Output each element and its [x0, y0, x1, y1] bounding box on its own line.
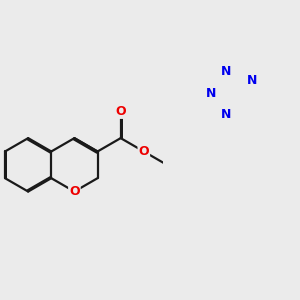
Text: N: N — [247, 74, 257, 86]
Text: O: O — [139, 145, 149, 158]
Text: O: O — [69, 185, 80, 198]
Text: O: O — [116, 105, 126, 118]
Text: N: N — [221, 109, 232, 122]
Text: N: N — [206, 87, 216, 100]
Text: N: N — [221, 65, 232, 78]
